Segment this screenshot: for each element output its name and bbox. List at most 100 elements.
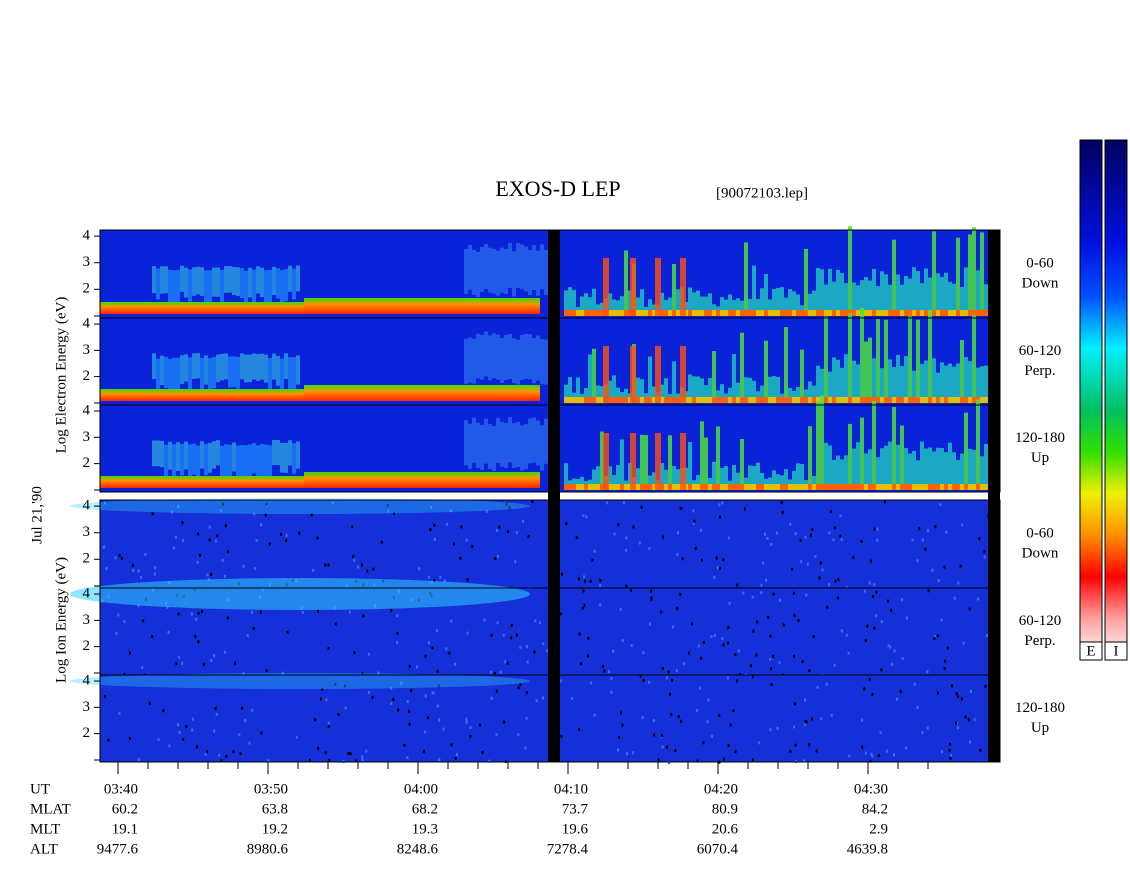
spectrogram-cell	[808, 669, 811, 673]
x-tick-label: 04:30	[854, 781, 888, 797]
spectrogram-cell	[196, 353, 200, 379]
spectrogram-cell	[880, 668, 883, 672]
ephemeris-value: 9477.6	[97, 841, 139, 857]
spectrogram-cell	[216, 389, 220, 401]
spectrogram-cell	[979, 748, 982, 752]
x-tick-label: 03:40	[104, 781, 138, 797]
spectrogram-cell	[599, 603, 602, 607]
spectrogram-cell	[620, 711, 623, 715]
spectrogram-cell	[808, 381, 812, 402]
spectrogram-cell	[620, 484, 624, 490]
spectrogram-cell	[740, 310, 744, 316]
spectrogram-cell	[984, 397, 988, 403]
spectrogram-cell	[276, 440, 280, 466]
y-tick-label: 2	[83, 638, 91, 654]
spectrogram-cell	[104, 389, 108, 401]
spectrogram-cell	[671, 625, 674, 629]
spectrogram-cell	[533, 650, 536, 654]
spectrogram-cell	[168, 441, 172, 470]
spectrogram-cell	[327, 563, 330, 567]
spectrogram-cell	[876, 310, 880, 316]
angle-range: 120-180	[1015, 430, 1065, 446]
spectrogram-cell	[901, 657, 904, 661]
spectrogram-cell	[360, 472, 364, 488]
y-tick-label: 4	[83, 585, 91, 601]
spectrogram-cell	[624, 388, 628, 402]
spectrogram-cell	[364, 385, 368, 401]
spectrogram-cell	[905, 616, 908, 620]
spectrogram-cell	[962, 641, 965, 645]
spectrogram-cell	[896, 444, 900, 489]
angle-range: 60-120	[1019, 613, 1062, 629]
spectrogram-cell	[748, 298, 752, 315]
spectrogram-cell	[259, 523, 262, 527]
spectrogram-cell	[866, 624, 869, 628]
spectrogram-cell	[144, 476, 148, 488]
spectrogram-cell	[620, 310, 624, 316]
spectrogram-cell	[344, 298, 348, 314]
spectrogram-cell	[496, 472, 500, 488]
spectrogram-cell	[968, 397, 972, 403]
spectrogram-cell	[734, 750, 737, 754]
spectrogram-cell	[954, 721, 957, 725]
spectrogram-cell	[268, 476, 272, 488]
spectrogram-cell	[892, 397, 896, 403]
spectrogram-cell	[960, 310, 964, 316]
spectrogram-cell	[983, 555, 986, 559]
spectrogram-cell	[300, 302, 304, 314]
spectrogram-cell	[204, 752, 207, 756]
spectrogram-cell	[792, 591, 795, 595]
spectrogram-cell	[920, 441, 924, 489]
spectrogram-cell	[416, 472, 420, 488]
data-gap	[988, 230, 1000, 762]
spectrogram-cell	[175, 662, 178, 666]
spectrogram-cell	[431, 646, 434, 650]
spectrogram-cell	[748, 377, 752, 402]
spectrogram-cell	[432, 385, 436, 401]
spectrogram-cell	[519, 683, 522, 687]
spectrogram-cell	[776, 310, 780, 316]
spectrogram-cell	[152, 353, 156, 379]
spectrogram-cell	[967, 718, 970, 722]
spectrogram-cell	[652, 304, 656, 315]
spectrogram-cell	[216, 476, 220, 488]
spectrogram-cell	[192, 389, 196, 401]
spectrogram-cell	[184, 354, 188, 382]
spectrogram-cell	[776, 484, 780, 490]
spectrogram-cell	[602, 664, 605, 668]
spectrogram-cell	[877, 754, 880, 758]
spectrogram-cell	[104, 302, 108, 314]
spectrogram-cell	[660, 310, 664, 316]
spectrogram-cell	[876, 538, 879, 542]
spectrogram-cell	[924, 547, 927, 551]
spectrogram-cell	[472, 338, 476, 384]
spectrogram-cell	[610, 690, 613, 694]
spectrogram-cell	[412, 472, 416, 488]
spectrogram-cell	[840, 367, 844, 402]
spectrogram-cell	[669, 692, 672, 696]
spectrogram-cell	[232, 266, 236, 296]
spectrogram-cell	[600, 386, 604, 402]
spectrogram-cell	[820, 269, 824, 315]
spectrogram-cell	[576, 310, 580, 316]
spectrogram-cell	[436, 669, 439, 673]
spectrogram-cell	[204, 302, 208, 314]
spectrogram-cell	[908, 310, 912, 316]
spectrogram-cell	[940, 276, 944, 315]
spectrogram-cell	[128, 389, 132, 401]
spectrogram-cell	[775, 531, 778, 535]
spectrogram-cell	[836, 359, 840, 402]
spectrogram-cell	[812, 310, 816, 316]
spectrogram-cell	[778, 661, 781, 665]
spectrogram-cell	[955, 692, 958, 696]
spectrogram-cell	[208, 476, 212, 488]
spectrogram-cell	[559, 612, 562, 616]
spectrogram-cell	[727, 743, 730, 747]
spectrogram-cell	[776, 376, 780, 402]
spectrogram-cell	[968, 310, 972, 316]
ephemeris-value: 20.6	[712, 821, 739, 837]
spectrogram-cell	[710, 734, 713, 738]
spectrogram-cell	[340, 472, 344, 488]
spectrogram-cell	[184, 476, 188, 488]
spectrogram-cell	[320, 472, 324, 488]
